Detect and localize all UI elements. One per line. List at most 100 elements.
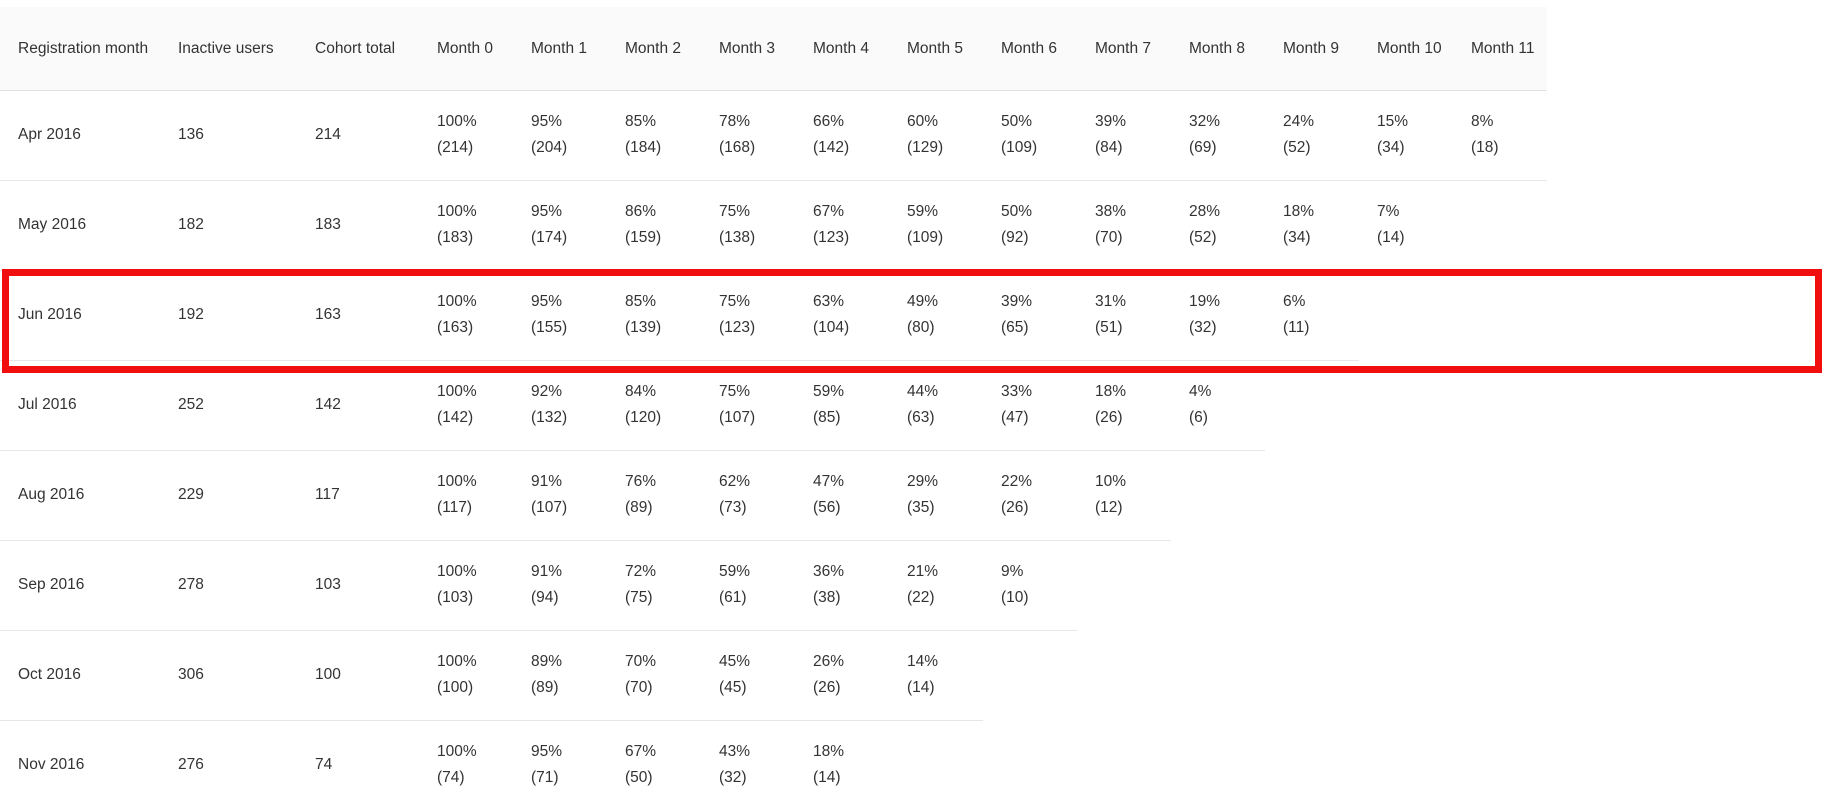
retention-count: (6) xyxy=(1189,409,1208,426)
registration-month-cell: Jun 2016 xyxy=(0,270,160,361)
retention-count: (84) xyxy=(1095,139,1123,156)
retention-percentage: 26% xyxy=(813,653,845,670)
retention-cell-month-5: 49% (80) xyxy=(889,270,983,361)
retention-count: (14) xyxy=(813,769,841,786)
retention-cell-month-3: 45% (45) xyxy=(701,630,795,721)
retention-cell-month-6: 50% (92) xyxy=(983,180,1077,271)
retention-count: (52) xyxy=(1283,139,1311,156)
retention-cell-month-6: 33% (47) xyxy=(983,360,1077,451)
empty-cell-month-9 xyxy=(1265,360,1359,450)
retention-count: (34) xyxy=(1283,229,1311,246)
retention-percentage: 59% xyxy=(719,563,751,580)
retention-percentage: 18% xyxy=(1283,203,1315,220)
retention-percentage: 63% xyxy=(813,293,845,310)
retention-cell-month-10: 15% (34) xyxy=(1359,90,1453,181)
retention-percentage: 100% xyxy=(437,113,477,130)
retention-percentage: 91% xyxy=(531,473,563,490)
empty-cell-month-7 xyxy=(1077,540,1171,630)
inactive-users-cell: 229 xyxy=(160,450,297,541)
inactive-users-cell: 278 xyxy=(160,540,297,631)
retention-count: (204) xyxy=(531,139,568,156)
retention-percentage: 14% xyxy=(907,653,939,670)
retention-count: (142) xyxy=(437,409,474,426)
retention-cell-month-9: 18% (34) xyxy=(1265,180,1359,271)
empty-cell-month-11 xyxy=(1453,360,1547,450)
retention-cell-month-7: 31% (51) xyxy=(1077,270,1171,361)
retention-cell-month-0: 100% (100) xyxy=(419,630,513,721)
retention-count: (80) xyxy=(907,319,935,336)
retention-count: (155) xyxy=(531,319,568,336)
registration-month-cell: Sep 2016 xyxy=(0,540,160,631)
retention-count: (14) xyxy=(1377,229,1405,246)
cohort-total-cell: 117 xyxy=(297,450,419,541)
cohorts-screen: Registration month Inactive users Cohort t… xyxy=(0,7,1838,806)
retention-count: (184) xyxy=(625,139,662,156)
retention-count: (74) xyxy=(437,769,465,786)
retention-count: (73) xyxy=(719,499,747,516)
retention-count: (159) xyxy=(625,229,662,246)
retention-count: (32) xyxy=(719,769,747,786)
cohort-total-cell: 183 xyxy=(297,180,419,271)
retention-count: (123) xyxy=(719,319,756,336)
retention-percentage: 95% xyxy=(531,203,563,220)
retention-percentage: 72% xyxy=(625,563,657,580)
retention-cell-month-0: 100% (74) xyxy=(419,720,513,806)
retention-percentage: 100% xyxy=(437,653,477,670)
column-header-month-11: Month 11 xyxy=(1453,7,1547,91)
inactive-users-cell: 252 xyxy=(160,360,297,451)
retention-percentage: 75% xyxy=(719,203,751,220)
retention-percentage: 47% xyxy=(813,473,845,490)
column-header-cohort-total: Cohort total xyxy=(297,7,419,91)
cohort-total-cell: 163 xyxy=(297,270,419,361)
retention-percentage: 39% xyxy=(1001,293,1033,310)
empty-cell-month-11 xyxy=(1453,270,1547,360)
retention-count: (94) xyxy=(531,589,559,606)
retention-cell-month-2: 85% (184) xyxy=(607,90,701,181)
empty-cell-month-8 xyxy=(1171,540,1265,630)
retention-count: (69) xyxy=(1189,139,1217,156)
retention-percentage: 7% xyxy=(1377,203,1400,220)
retention-percentage: 67% xyxy=(813,203,845,220)
column-header-month-0: Month 0 xyxy=(419,7,513,91)
retention-percentage: 15% xyxy=(1377,113,1409,130)
retention-count: (168) xyxy=(719,139,756,156)
retention-percentage: 85% xyxy=(625,113,657,130)
retention-count: (45) xyxy=(719,679,747,696)
cohort-row-nov-2016: Nov 2016 276 74 100% (74) 95% (71) 67% (50) 43% (3… xyxy=(0,720,1547,806)
empty-cell-month-11 xyxy=(1453,540,1547,630)
retention-cell-month-4: 59% (85) xyxy=(795,360,889,451)
retention-count: (183) xyxy=(437,229,474,246)
retention-cell-month-1: 92% (132) xyxy=(513,360,607,451)
cohort-row-aug-2016: Aug 2016 229 117 100% (117) 91% (107) 76% (89) 62… xyxy=(0,450,1547,541)
retention-percentage: 29% xyxy=(907,473,939,490)
retention-percentage: 95% xyxy=(531,743,563,760)
retention-percentage: 100% xyxy=(437,563,477,580)
retention-percentage: 100% xyxy=(437,383,477,400)
retention-percentage: 9% xyxy=(1001,563,1024,580)
cohort-row-jul-2016: Jul 2016 252 142 100% (142) 92% (132) 84% (120) 7… xyxy=(0,360,1547,451)
retention-percentage: 86% xyxy=(625,203,657,220)
retention-cell-month-8: 28% (52) xyxy=(1171,180,1265,271)
column-header-month-3: Month 3 xyxy=(701,7,795,91)
retention-percentage: 85% xyxy=(625,293,657,310)
retention-count: (89) xyxy=(625,499,653,516)
retention-count: (120) xyxy=(625,409,662,426)
retention-cell-month-0: 100% (142) xyxy=(419,360,513,451)
retention-percentage: 67% xyxy=(625,743,657,760)
cohort-row-sep-2016: Sep 2016 278 103 100% (103) 91% (94) 72% (75) 59%… xyxy=(0,540,1547,631)
empty-cell-month-8 xyxy=(1171,630,1265,720)
retention-percentage: 78% xyxy=(719,113,751,130)
retention-cell-month-2: 76% (89) xyxy=(607,450,701,541)
retention-cell-month-0: 100% (103) xyxy=(419,540,513,631)
retention-cell-month-5: 59% (109) xyxy=(889,180,983,271)
retention-cell-month-4: 66% (142) xyxy=(795,90,889,181)
retention-cell-month-0: 100% (117) xyxy=(419,450,513,541)
retention-percentage: 38% xyxy=(1095,203,1127,220)
retention-percentage: 10% xyxy=(1095,473,1127,490)
retention-cell-month-1: 91% (107) xyxy=(513,450,607,541)
retention-percentage: 76% xyxy=(625,473,657,490)
retention-percentage: 95% xyxy=(531,113,563,130)
retention-count: (71) xyxy=(531,769,559,786)
retention-cell-month-3: 75% (123) xyxy=(701,270,795,361)
retention-cell-month-5: 60% (129) xyxy=(889,90,983,181)
